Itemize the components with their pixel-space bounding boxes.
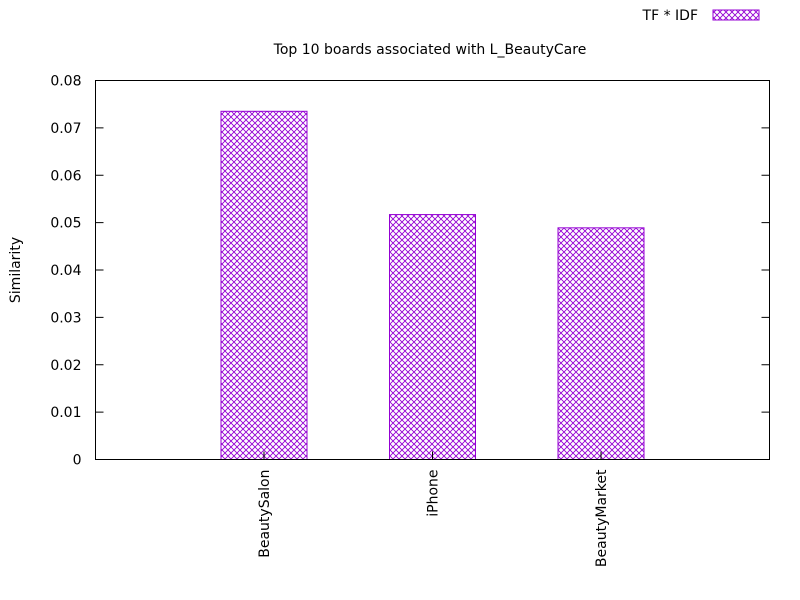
legend-swatch	[712, 9, 760, 21]
legend: TF * IDF	[642, 8, 760, 24]
bars	[220, 110, 645, 460]
y-tick-label: 0.07	[50, 121, 81, 137]
y-tick-label: 0.02	[50, 358, 81, 374]
y-tick-label: 0.03	[50, 310, 81, 326]
x-tick-label: BeautySalon	[257, 470, 273, 558]
chart-title: Top 10 boards associated with L_BeautyCa…	[273, 42, 587, 58]
plot-frame	[95, 80, 770, 460]
y-tick-label: 0.01	[50, 405, 81, 421]
x-tick-label: iPhone	[426, 470, 442, 517]
bar	[557, 227, 645, 460]
y-axis-label: Similarity	[8, 237, 24, 303]
legend-label: TF * IDF	[642, 8, 698, 24]
bar	[389, 214, 476, 460]
x-tick-label: BeautyMarket	[594, 469, 610, 567]
y-tick-label: 0.08	[50, 74, 81, 90]
y-tick-label: 0.04	[50, 263, 81, 279]
bar	[220, 110, 308, 460]
y-tick-label: 0.05	[50, 216, 81, 232]
y-tick-label: 0	[73, 453, 82, 469]
y-axis: 0 0.01 0.02 0.03 0.04 0.05 0.06 0.07 0.08	[50, 74, 770, 469]
y-tick-label: 0.06	[50, 168, 81, 184]
x-axis: BeautySalon iPhone BeautyMarket	[257, 451, 610, 567]
